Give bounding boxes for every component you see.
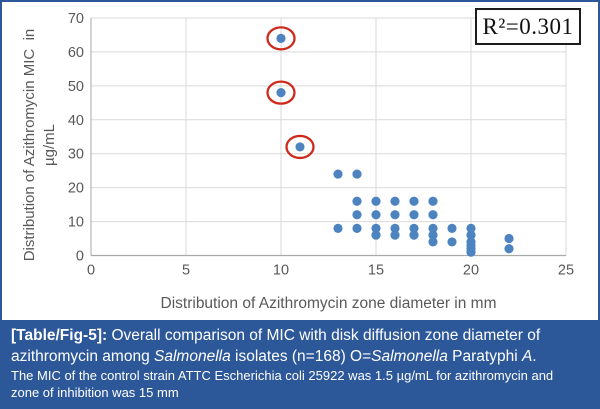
caption-salmonella-italic: Salmonella [371,348,448,365]
data-point [371,196,381,206]
data-point [409,210,419,220]
r-squared-annotation: R²=0.301 [475,8,581,45]
data-point [447,223,457,233]
outlier-circle [285,134,315,160]
data-point [371,223,381,233]
data-point [371,230,381,240]
data-point [352,169,362,179]
data-point [466,230,476,240]
data-point [352,223,362,233]
data-point [447,237,457,247]
y-tick-label: 10 [68,215,84,231]
r-squared-label: R²=0.301 [482,13,574,39]
data-point [295,142,305,152]
outlier-circle [266,26,296,51]
chart-region: 0 10 20 30 40 50 60 70 0 5 10 15 20 25 Distribution o… [2,2,598,320]
data-point [333,223,343,233]
caption-band: [Table/Fig-5]: Overall comparison of MIC… [2,320,598,407]
y-tick-label: 0 [76,249,84,265]
data-point [504,233,514,244]
data-point [390,230,400,240]
data-point [276,33,286,43]
caption-line-2-part: . [532,348,537,365]
x-tick-label: 0 [87,263,95,279]
data-point [276,88,286,98]
caption-line-2-part: Paratyphi [447,348,522,365]
caption-line-2-part: azithromycin among [11,348,155,365]
outlier-circle [266,80,296,105]
y-axis-title-line1: Distribution of Azithromycin MIC in [21,28,38,262]
caption-tag: [Table/Fig-5]: [11,327,108,344]
caption-line-1: [Table/Fig-5]: Overall comparison of MIC… [11,325,589,346]
y-tick-label: 70 [68,11,84,27]
data-point [428,210,438,220]
data-point [352,210,362,220]
y-tick-label: 60 [68,45,84,61]
caption-line-2: azithromycin among Salmonella isolates (… [11,346,589,367]
data-point [428,196,438,206]
x-tick-label: 10 [273,263,289,279]
data-point [371,210,381,220]
data-point [390,223,400,233]
caption-paratyphi-a-italic: A [521,348,533,365]
data-point [390,210,400,220]
scatter-chart: 0 10 20 30 40 50 60 70 0 5 10 15 20 25 [68,11,574,279]
y-axis-title-line2: µg/mL [41,124,58,166]
x-tick-label: 5 [182,263,190,279]
caption-note-line-2: zone of inhibition was 15 mm [11,385,179,400]
data-point [428,230,438,240]
x-tick-label: 15 [368,263,384,279]
data-point [333,169,343,179]
x-axis-title: Distribution of Azithromycin zone diamet… [160,295,497,312]
caption-salmonella-italic: Salmonella [154,348,231,365]
y-tick-label: 30 [68,147,84,163]
y-axis-title: Distribution of Azithromycin MIC in µg/m… [20,22,64,268]
caption-note-line-1: The MIC of the control strain ATTC Esche… [11,368,554,383]
x-tick-label: 20 [463,263,479,279]
caption-line-2-part: isolates (n=168) O= [230,348,372,365]
data-point [390,196,400,206]
data-point [409,230,419,240]
data-point [466,223,476,233]
data-point [409,196,419,206]
y-tick-label: 20 [68,181,84,197]
y-tick-label: 50 [68,79,84,95]
y-tick-label: 40 [68,113,84,129]
data-point [504,244,514,254]
caption-line-1-text: Overall comparison of MIC with disk diff… [107,327,541,344]
data-point [466,247,476,257]
data-point [352,196,362,206]
data-point [428,237,438,247]
data-point [428,223,438,233]
data-point [409,223,419,233]
x-tick-label: 25 [558,263,574,279]
